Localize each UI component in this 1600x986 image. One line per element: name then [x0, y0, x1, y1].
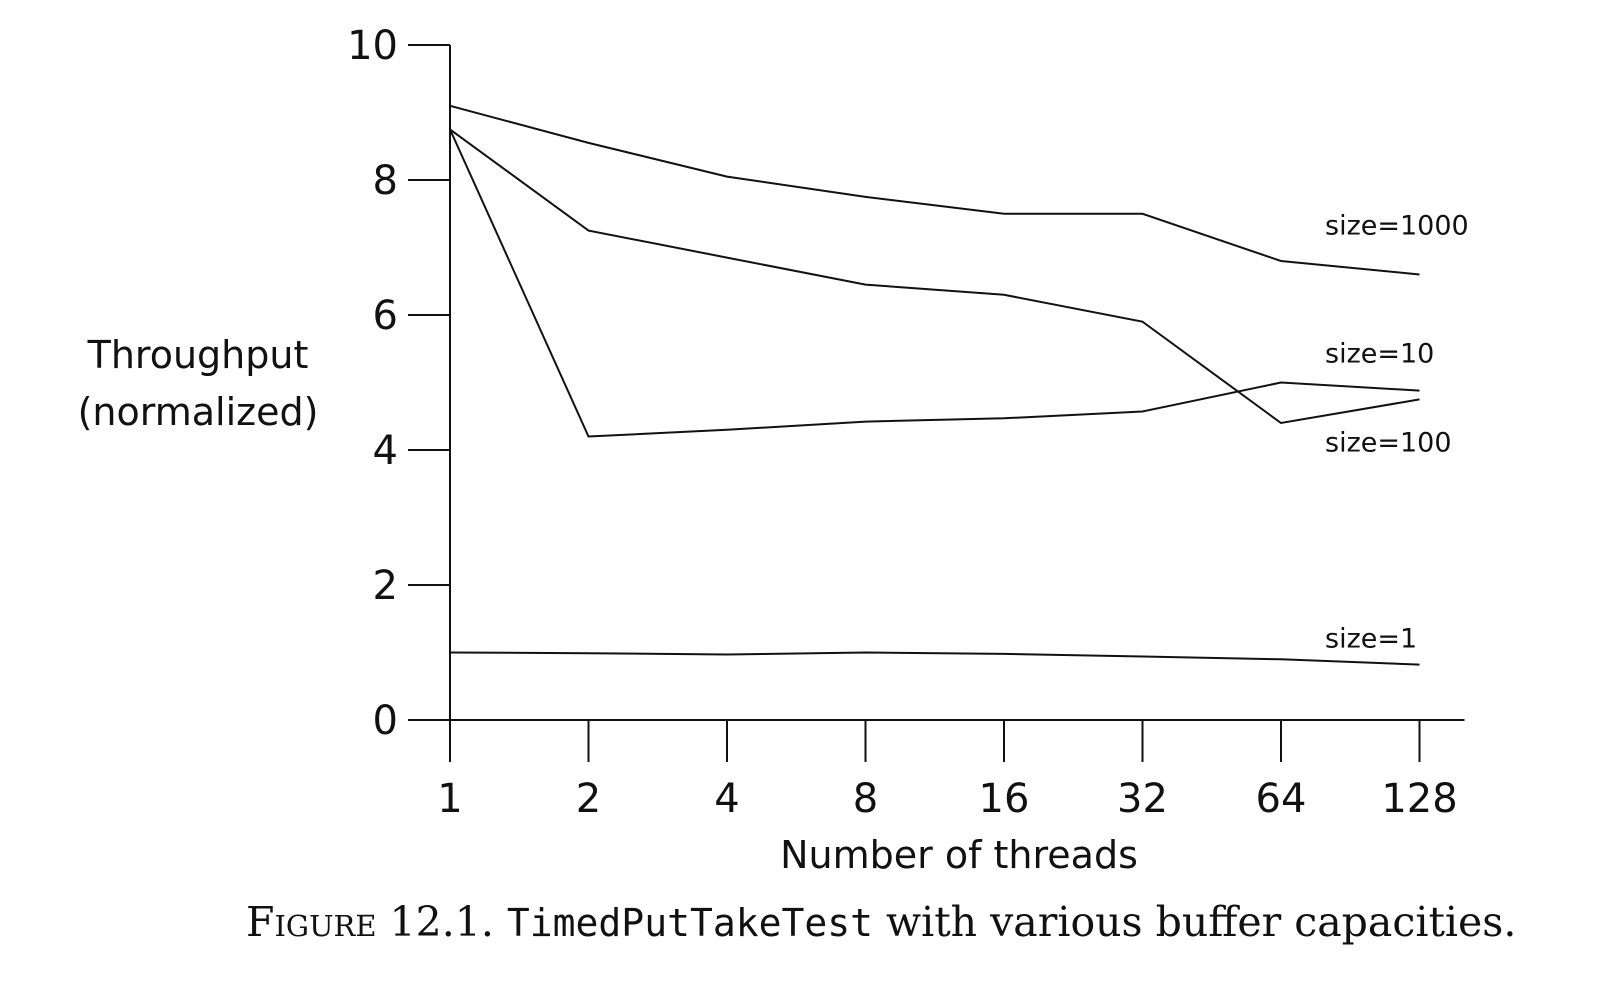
x-tick-label: 2 — [576, 776, 601, 822]
y-tick-label: 4 — [373, 428, 398, 474]
x-axis: 1 2 4 8 16 32 64 128 — [437, 719, 1465, 822]
series-label-size-1: size=1 — [1325, 624, 1417, 655]
x-axis-title: Number of threads — [780, 833, 1138, 877]
x-tick-label: 16 — [979, 776, 1030, 822]
x-tick-label: 32 — [1117, 776, 1168, 822]
x-tick-label: 64 — [1256, 776, 1307, 822]
series-line-size-100 — [449, 128, 1420, 425]
y-tick-label: 8 — [373, 158, 398, 204]
series-label-size-1000: size=1000 — [1325, 211, 1469, 242]
y-tick-label: 10 — [347, 23, 398, 69]
x-tick-label: 1 — [437, 776, 462, 822]
series-labels: size=1000 size=100 size=10 size=1 — [1325, 211, 1469, 655]
y-tick-label: 0 — [373, 698, 398, 744]
series-line-size-10 — [449, 128, 1420, 438]
series-line-size-1 — [449, 651, 1420, 666]
y-axis-title-line-2: (normalized) — [78, 390, 319, 434]
caption-figure-label: Figure 12.1. — [246, 898, 494, 946]
y-axis: 0 2 4 6 8 10 — [347, 23, 451, 744]
series-lines — [449, 104, 1420, 666]
x-tick-label: 128 — [1381, 776, 1457, 822]
y-tick-label: 6 — [373, 293, 398, 339]
series-label-size-100: size=100 — [1325, 427, 1452, 458]
x-tick-label: 4 — [714, 776, 739, 822]
caption-code: TimedPutTakeTest — [506, 901, 873, 945]
y-axis-title-line-1: Throughput — [87, 333, 309, 377]
x-tick-label: 8 — [853, 776, 878, 822]
caption-text: with various buffer capacities. — [872, 898, 1517, 946]
series-label-size-10: size=10 — [1325, 339, 1434, 370]
y-tick-label: 2 — [373, 563, 398, 609]
figure-caption: Figure 12.1. TimedPutTakeTest with vario… — [246, 898, 1516, 946]
series-line-size-1000 — [449, 104, 1420, 276]
